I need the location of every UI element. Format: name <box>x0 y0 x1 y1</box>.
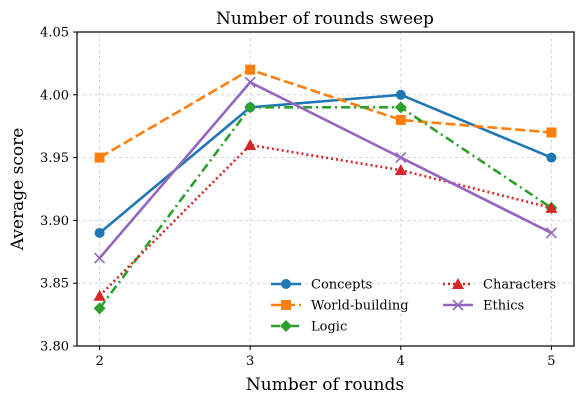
legend-item: Concepts <box>271 278 372 293</box>
series-concepts <box>94 89 557 238</box>
data-point <box>244 101 257 114</box>
legend: Concepts World-building Logic Characters Eth… <box>271 278 556 335</box>
data-point <box>395 152 407 164</box>
data-point <box>94 252 106 264</box>
x-axis-label: Number of rounds <box>246 375 404 395</box>
data-point <box>545 201 558 213</box>
legend-marker <box>281 279 291 289</box>
data-point <box>394 164 407 176</box>
data-point <box>394 101 407 114</box>
legend-label: Ethics <box>483 299 524 314</box>
data-point <box>93 289 106 301</box>
series-line <box>98 106 553 310</box>
series-line <box>98 68 552 159</box>
x-tick-label: 2 <box>95 354 103 369</box>
x-tick-label: 5 <box>547 354 555 369</box>
axis-ticks: 2 3 4 5 3.80 3.85 3.90 3.95 4.00 4.05 <box>40 26 556 370</box>
legend-marker <box>280 320 292 332</box>
y-tick-label: 3.80 <box>40 340 69 355</box>
chart-title: Number of rounds sweep <box>216 9 434 29</box>
data-point <box>395 89 406 100</box>
data-point <box>244 76 256 88</box>
series-ethics <box>94 76 557 264</box>
legend-marker <box>281 300 291 310</box>
series-logic <box>93 101 558 315</box>
data-point <box>546 127 557 138</box>
y-tick-label: 3.95 <box>40 151 69 166</box>
y-tick-label: 3.90 <box>40 214 69 229</box>
legend-item: Logic <box>271 320 347 335</box>
series-characters <box>93 139 558 301</box>
legend-marker <box>452 299 464 311</box>
data-point <box>245 64 256 75</box>
x-tick-label: 3 <box>246 354 254 369</box>
legend-marker <box>452 278 464 289</box>
data-point <box>94 227 105 238</box>
plot-frame <box>76 31 575 347</box>
data-point <box>546 152 557 163</box>
series-world-building <box>94 64 557 163</box>
data-point <box>93 302 106 315</box>
x-tick-label: 4 <box>397 354 405 369</box>
data-point <box>94 152 105 163</box>
legend-label: World-building <box>311 299 409 314</box>
y-tick-label: 4.00 <box>40 88 69 103</box>
legend-item: Ethics <box>443 299 524 314</box>
series-group <box>93 64 558 315</box>
y-tick-label: 3.85 <box>40 277 69 292</box>
legend-label: Logic <box>311 320 347 335</box>
legend-item: World-building <box>271 299 409 314</box>
series-line <box>98 143 552 297</box>
legend-label: Concepts <box>311 278 372 293</box>
data-point <box>244 139 257 151</box>
legend-item: Characters <box>443 278 556 293</box>
legend-label: Characters <box>483 278 556 293</box>
data-point <box>545 227 557 239</box>
data-point <box>395 114 406 125</box>
series-line <box>98 80 552 259</box>
y-tick-label: 4.05 <box>40 26 69 41</box>
y-axis-label: Average score <box>8 128 28 252</box>
